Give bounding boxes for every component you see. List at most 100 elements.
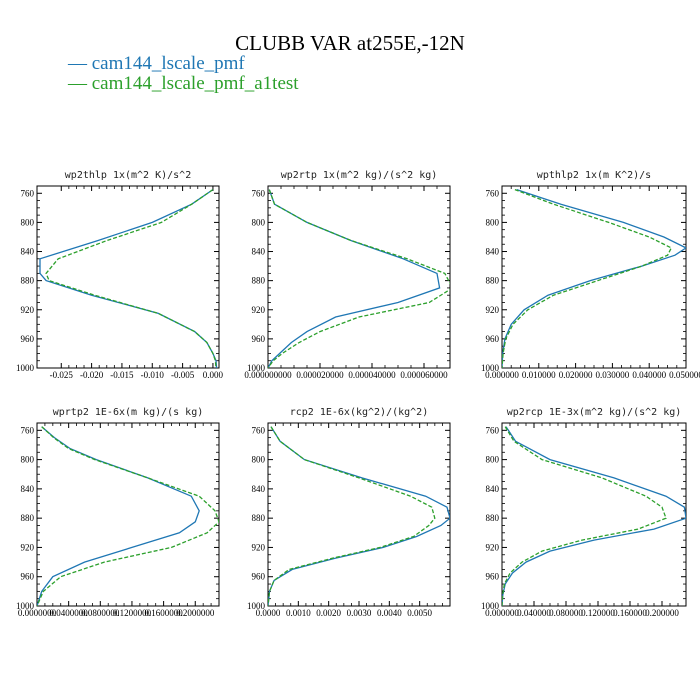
y-tick-label: 960 [486, 334, 500, 344]
y-tick-label: 800 [252, 217, 266, 227]
plot-frame [501, 422, 687, 607]
x-tick-label: 0.0050 [407, 608, 432, 618]
y-tick-label: 800 [21, 455, 35, 465]
x-tick-label: 0.0000 [256, 608, 281, 618]
figure-title: CLUBB VAR at255E,-12N [235, 31, 465, 55]
x-tick-label: -0.010 [141, 370, 165, 380]
y-tick-label: 960 [252, 334, 266, 344]
y-tick-label: 800 [486, 455, 500, 465]
panel-title: wp2rtp 1x(m^2 kg)/(s^2 kg) [281, 170, 438, 181]
x-tick-label: 0.0000000 [18, 608, 57, 618]
series-line-pmf-a1test [268, 189, 450, 368]
x-tick-label: 0.0800000 [81, 608, 120, 618]
panel-2: wp2rtp 1x(m^2 kg)/(s^2 kg) 760 800 840 880 92… [244, 170, 451, 380]
y-tick-label: 920 [486, 305, 500, 315]
x-tick-label: 0.010000 [522, 370, 556, 380]
y-tick-label: 1000 [481, 601, 500, 611]
y-tick-label: 1000 [16, 363, 35, 373]
series-line-pmf [268, 189, 441, 368]
panel-5: rcp2 1E-6x(kg^2)/(kg^2) 760 800 840 880 920 96… [247, 407, 451, 618]
panel-3: wpthlp2 1x(m K^2)/s 760 800 840 880 920 960 100… [481, 170, 700, 380]
panel-1: wp2thlp 1x(m^2 K)/s^2 760 800 840 880 920 960 1… [16, 170, 224, 380]
y-tick-label: 840 [21, 484, 35, 494]
y-tick-label: 760 [21, 425, 35, 435]
x-tick-label: -0.020 [80, 370, 104, 380]
y-tick-label: 880 [486, 513, 500, 523]
y-tick-label: 880 [486, 276, 500, 286]
y-tick-label: 920 [252, 542, 266, 552]
series-line-pmf [502, 188, 686, 368]
panel-title: wpthlp2 1x(m K^2)/s [537, 170, 651, 181]
x-tick-label: 0.030000 [596, 370, 630, 380]
x-tick-label: 0.0400000 [50, 608, 89, 618]
y-tick-label: 1000 [247, 363, 266, 373]
y-tick-label: 760 [21, 188, 35, 198]
panel-4: wprtp2 1E-6x(m kg)/(s kg) 760 800 840 880 920… [16, 407, 220, 618]
y-tick-label: 840 [252, 484, 266, 494]
y-tick-label: 840 [486, 484, 500, 494]
y-tick-label: 760 [486, 188, 500, 198]
x-tick-label: 0.050000 [669, 370, 700, 380]
panel-6: wp2rcp 1E-3x(m^2 kg)/(s^2 kg) 760 800 840 88… [481, 407, 687, 618]
x-tick-label: 0.000000 [485, 370, 519, 380]
y-tick-label: 960 [486, 572, 500, 582]
x-tick-label: 0.160000 [613, 608, 647, 618]
plot-frame [36, 185, 220, 369]
x-tick-label: 0.020000 [559, 370, 593, 380]
series-line-pmf [39, 189, 218, 368]
y-tick-label: 1000 [247, 601, 266, 611]
y-tick-label: 800 [486, 217, 500, 227]
y-tick-label: 880 [252, 276, 266, 286]
y-tick-label: 960 [21, 334, 35, 344]
panel-title: rcp2 1E-6x(kg^2)/(kg^2) [290, 407, 428, 418]
x-tick-label: 0.0010 [286, 608, 311, 618]
x-tick-label: -0.025 [50, 370, 74, 380]
plot-frame [267, 422, 451, 607]
legend-entry-2: — cam144_lscale_pmf_a1test [67, 73, 299, 94]
y-tick-label: 1000 [481, 363, 500, 373]
x-tick-label: 0.1200000 [113, 608, 152, 618]
y-tick-label: 760 [252, 188, 266, 198]
y-tick-label: 800 [252, 455, 266, 465]
y-tick-label: 920 [21, 305, 35, 315]
figure-legend: — cam144_lscale_pmf — cam144_lscale_pmf_… [67, 53, 299, 94]
x-tick-label: 0.120000 [581, 608, 615, 618]
y-tick-label: 800 [21, 217, 35, 227]
plot-frame [36, 422, 220, 607]
y-tick-label: 880 [21, 276, 35, 286]
x-tick-label: 0.000000 [485, 608, 519, 618]
series-line-pmf-a1test [502, 426, 667, 606]
series-line-pmf-a1test [268, 426, 436, 606]
x-tick-label: 0.0040 [377, 608, 402, 618]
y-tick-label: 840 [252, 247, 266, 257]
plot-frame [267, 185, 451, 369]
x-tick-label: 0.040000 [632, 370, 666, 380]
y-tick-label: 880 [21, 513, 35, 523]
y-tick-label: 760 [486, 425, 500, 435]
y-tick-label: 920 [252, 305, 266, 315]
y-tick-label: 840 [486, 247, 500, 257]
series-line-pmf-a1test [502, 188, 673, 368]
x-tick-label: -0.005 [171, 370, 195, 380]
panel-title: wp2rcp 1E-3x(m^2 kg)/(s^2 kg) [507, 407, 682, 418]
series-line-pmf [268, 426, 450, 606]
x-tick-label: 0.0030 [347, 608, 372, 618]
y-tick-label: 1000 [16, 601, 35, 611]
y-tick-label: 960 [252, 572, 266, 582]
x-tick-label: 0.2000000 [176, 608, 215, 618]
series-line-pmf [37, 426, 200, 606]
x-tick-label: 0.1600000 [144, 608, 183, 618]
x-tick-label: 0.000060000 [400, 370, 448, 380]
y-tick-label: 960 [21, 572, 35, 582]
x-tick-label: 0.000040000 [348, 370, 396, 380]
x-tick-label: 0.040000 [517, 608, 551, 618]
x-tick-label: 0.000000000 [244, 370, 292, 380]
x-tick-label: 0.0020 [316, 608, 341, 618]
y-tick-label: 840 [21, 247, 35, 257]
series-line-pmf-a1test [37, 426, 219, 606]
x-tick-label: 0.000020000 [296, 370, 344, 380]
y-tick-label: 760 [252, 425, 266, 435]
legend-entry-1: — cam144_lscale_pmf [67, 53, 245, 74]
y-tick-label: 920 [21, 542, 35, 552]
